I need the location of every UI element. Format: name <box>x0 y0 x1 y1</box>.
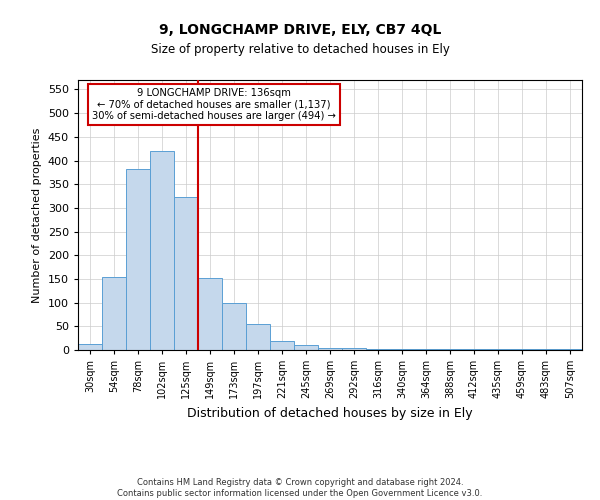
Bar <box>390 349 414 350</box>
X-axis label: Distribution of detached houses by size in Ely: Distribution of detached houses by size … <box>187 406 473 420</box>
Bar <box>558 349 582 350</box>
Text: 9, LONGCHAMP DRIVE, ELY, CB7 4QL: 9, LONGCHAMP DRIVE, ELY, CB7 4QL <box>159 22 441 36</box>
Bar <box>366 349 390 350</box>
Bar <box>126 168 150 350</box>
Bar <box>414 349 438 350</box>
Text: Size of property relative to detached houses in Ely: Size of property relative to detached ho… <box>151 42 449 56</box>
Bar <box>486 349 510 350</box>
Bar <box>294 346 318 350</box>
Bar <box>78 344 102 350</box>
Bar <box>534 349 558 350</box>
Bar <box>270 340 294 350</box>
Bar <box>150 151 174 350</box>
Y-axis label: Number of detached properties: Number of detached properties <box>32 128 42 302</box>
Bar <box>438 349 462 350</box>
Bar <box>198 278 222 350</box>
Bar <box>462 349 486 350</box>
Bar <box>342 348 366 350</box>
Bar <box>222 302 246 350</box>
Bar <box>510 349 534 350</box>
Bar <box>102 276 126 350</box>
Bar <box>318 348 342 350</box>
Bar <box>246 324 270 350</box>
Text: 9 LONGCHAMP DRIVE: 136sqm
← 70% of detached houses are smaller (1,137)
30% of se: 9 LONGCHAMP DRIVE: 136sqm ← 70% of detac… <box>92 88 336 122</box>
Text: Contains HM Land Registry data © Crown copyright and database right 2024.
Contai: Contains HM Land Registry data © Crown c… <box>118 478 482 498</box>
Bar <box>174 198 198 350</box>
